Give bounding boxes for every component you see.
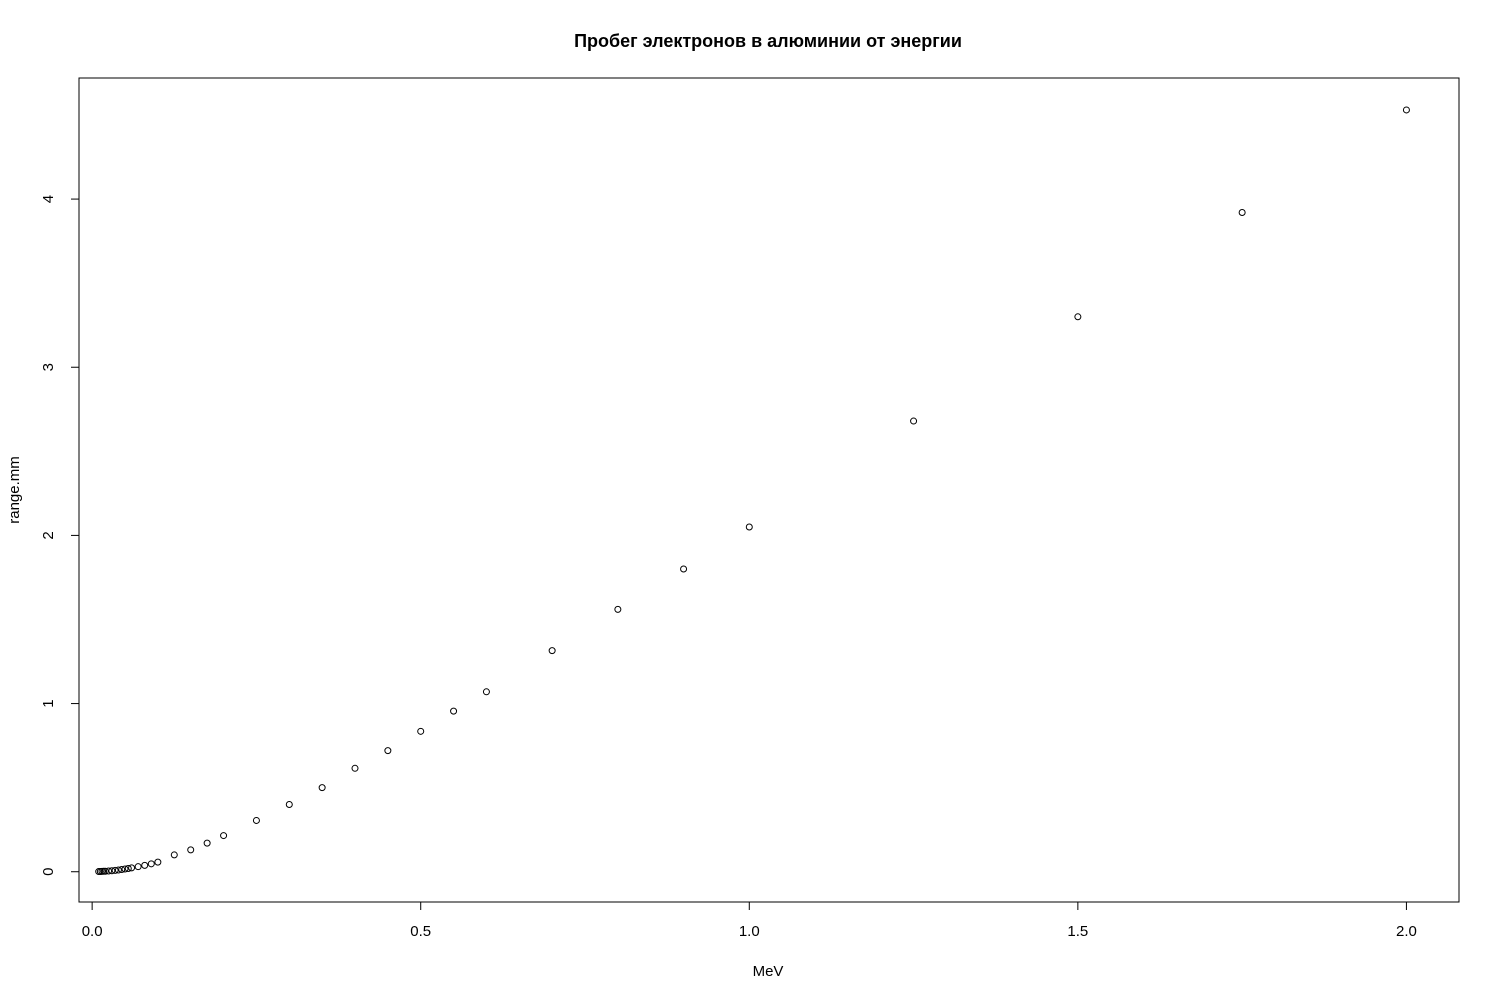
data-point: [1238, 209, 1246, 217]
x-tick-label: 2.0: [1396, 923, 1417, 940]
data-point: [417, 727, 425, 735]
data-point: [745, 523, 753, 531]
x-axis: 0.0 0.5 1.0 1.5 2.0: [82, 901, 1417, 940]
x-tick-label: 0.0: [82, 923, 103, 940]
y-tick-label: 2: [40, 531, 57, 539]
y-tick-label: 0: [40, 868, 57, 876]
data-point: [614, 605, 622, 613]
data-point: [285, 800, 293, 808]
data-point: [910, 417, 918, 425]
data-point: [170, 851, 178, 859]
y-axis-label: range.mm: [6, 456, 23, 524]
data-point: [134, 863, 142, 871]
chart-title: Пробег электронов в алюминии от энергии: [574, 31, 962, 51]
y-tick-label: 1: [40, 699, 57, 707]
data-point: [128, 864, 136, 872]
data-point: [111, 866, 119, 874]
data-point: [141, 861, 149, 869]
data-point: [318, 784, 326, 792]
x-tick-label: 1.5: [1067, 923, 1088, 940]
data-point: [482, 688, 490, 696]
data-point: [1074, 313, 1082, 321]
data-point: [114, 866, 122, 874]
y-tick-label: 4: [40, 195, 57, 203]
data-point: [203, 839, 211, 847]
data-point: [1402, 106, 1410, 114]
x-tick-label: 0.5: [410, 923, 431, 940]
y-tick-label: 3: [40, 363, 57, 371]
data-point: [351, 764, 359, 772]
data-point: [101, 867, 109, 875]
data-point: [450, 707, 458, 715]
data-point: [108, 867, 116, 875]
data-point: [680, 565, 688, 573]
y-axis: 0 1 2 3 4: [40, 195, 80, 876]
data-point: [118, 866, 126, 874]
x-tick-label: 1.0: [739, 923, 760, 940]
data-point: [252, 816, 260, 824]
plot-frame: [78, 77, 1460, 903]
data-point: [548, 647, 556, 655]
data-point: [105, 867, 113, 875]
data-point: [154, 858, 162, 866]
data-point: [384, 747, 392, 755]
data-point: [121, 865, 129, 873]
data-point: [147, 860, 155, 868]
data-point: [220, 832, 228, 840]
data-point: [187, 846, 195, 854]
data-point: [124, 865, 132, 873]
data-points: [95, 106, 1410, 876]
x-axis-label: MeV: [753, 963, 784, 980]
